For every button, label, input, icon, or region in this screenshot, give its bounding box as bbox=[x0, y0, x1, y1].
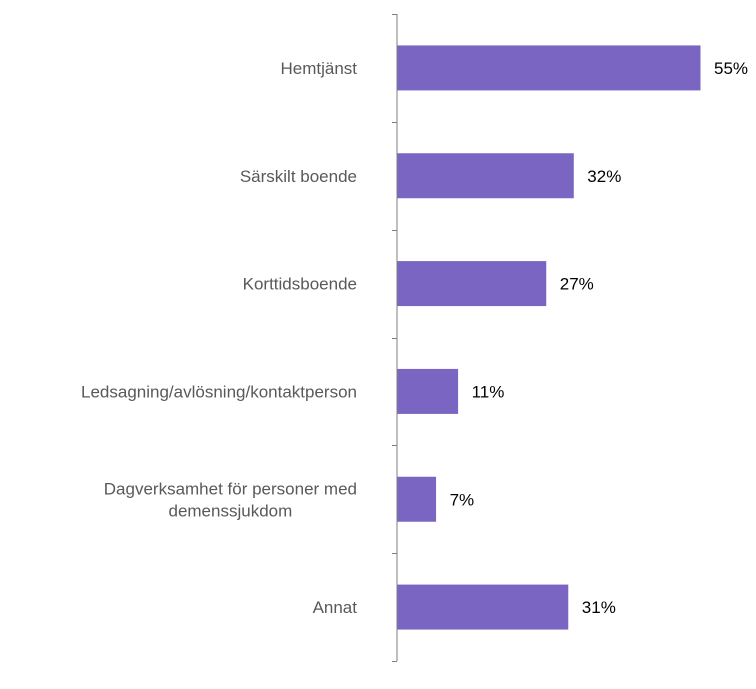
category-label-3: Ledsagning/avlösning/kontaktperson bbox=[81, 382, 357, 401]
category-label-line: Dagverksamhet för personer med bbox=[104, 479, 357, 498]
value-label-3: 11% bbox=[472, 382, 505, 401]
category-label-1: Särskilt boende bbox=[240, 167, 357, 186]
category-label-line: Hemtjänst bbox=[280, 59, 357, 78]
category-label-0: Hemtjänst bbox=[280, 59, 357, 78]
category-label-2: Korttidsboende bbox=[243, 275, 357, 294]
bar-1 bbox=[397, 153, 574, 199]
value-label-4: 7% bbox=[450, 490, 475, 509]
category-label-4: Dagverksamhet för personer med demenssjuk… bbox=[104, 479, 357, 520]
bar-4 bbox=[397, 476, 437, 522]
category-label-line: Ledsagning/avlösning/kontaktperson bbox=[81, 382, 357, 401]
bar-3 bbox=[397, 368, 459, 414]
category-label-line: Särskilt boende bbox=[240, 167, 357, 186]
bar-5 bbox=[397, 584, 569, 630]
category-label-line: Annat bbox=[313, 598, 358, 617]
value-label-0: 55% bbox=[714, 59, 748, 78]
bar-2 bbox=[397, 261, 547, 307]
value-label-5: 31% bbox=[582, 598, 616, 617]
category-label-line: demenssjukdom bbox=[168, 501, 292, 520]
category-label-line: Korttidsboende bbox=[243, 275, 357, 294]
value-label-2: 27% bbox=[560, 275, 594, 294]
category-label-5: Annat bbox=[313, 598, 358, 617]
bar-0 bbox=[397, 45, 701, 91]
value-label-1: 32% bbox=[587, 167, 621, 186]
